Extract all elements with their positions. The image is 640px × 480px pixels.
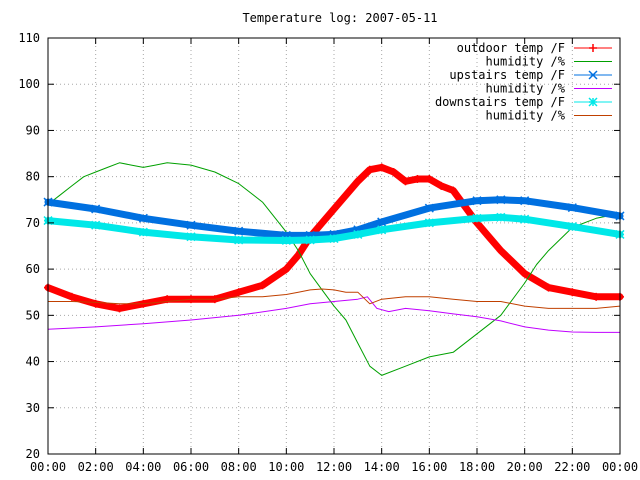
series-line-3 (47, 296, 621, 333)
series-4-point (472, 213, 482, 223)
series-0-point (318, 218, 327, 227)
legend-label: downstairs temp /F (435, 95, 565, 109)
x-tick-label: 12:00 (316, 460, 352, 474)
series-0-point (389, 168, 398, 177)
series-line-5 (47, 288, 621, 309)
series-4-point (567, 222, 577, 232)
chart-title: Temperature log: 2007-05-11 (242, 11, 437, 25)
series-0-point (592, 292, 601, 301)
y-tick-label: 50 (26, 308, 40, 322)
series-0-point (377, 163, 386, 172)
y-tick-label: 90 (26, 123, 40, 137)
series-4-point (91, 220, 101, 230)
series-0-point (568, 288, 577, 297)
legend-label: humidity /% (486, 82, 566, 96)
x-tick-label: 04:00 (125, 460, 161, 474)
series-0-point (425, 174, 434, 183)
series-4-point (329, 234, 339, 244)
x-tick-label: 00:00 (602, 460, 638, 474)
series-0-point (413, 174, 422, 183)
series-0-point (353, 177, 362, 186)
legend-label: humidity /% (486, 55, 566, 69)
series-4-point (496, 212, 506, 222)
x-tick-label: 20:00 (507, 460, 543, 474)
series-4-point (281, 235, 291, 245)
x-tick-label: 08:00 (221, 460, 257, 474)
legend-marker (588, 70, 598, 80)
series-2-point (567, 203, 577, 213)
series-lines (43, 162, 625, 376)
x-tick-label: 16:00 (411, 460, 447, 474)
x-tick-label: 14:00 (364, 460, 400, 474)
series-2-point (234, 226, 244, 236)
series-0-point (496, 246, 505, 255)
y-tick-label: 60 (26, 262, 40, 276)
series-4-point (424, 218, 434, 228)
series-0-point (91, 299, 100, 308)
legend-label: humidity /% (486, 109, 566, 123)
series-line-4 (44, 213, 624, 244)
legend-label: upstairs temp /F (449, 68, 565, 82)
series-4-point (186, 232, 196, 242)
series-0-point (449, 186, 458, 195)
x-tick-label: 06:00 (173, 460, 209, 474)
series-0-point (282, 265, 291, 274)
series-2-point (138, 213, 148, 223)
series-0-point (258, 281, 267, 290)
series-0-point (365, 165, 374, 174)
series-line-1 (47, 162, 621, 376)
plot-frame (47, 37, 621, 455)
y-tick-label: 30 (26, 401, 40, 415)
series-0-point (330, 205, 338, 214)
series-4-point (377, 225, 387, 235)
series-2-point (520, 196, 530, 206)
series-0-point (484, 232, 493, 241)
series-2-point (472, 196, 482, 206)
y-tick-label: 100 (18, 77, 40, 91)
series-2-point (424, 203, 434, 213)
series-2-point (377, 217, 387, 227)
series-4-point (305, 235, 315, 245)
y-tick-label: 40 (26, 355, 40, 369)
legend-marker (589, 44, 597, 52)
series-0-point (437, 181, 446, 190)
x-tick-label: 22:00 (554, 460, 590, 474)
series-4-point (353, 229, 363, 239)
x-tick-label: 18:00 (459, 460, 495, 474)
series-line-2 (44, 196, 624, 239)
y-tick-label: 20 (26, 447, 40, 461)
series-0-point (544, 283, 553, 292)
series-4-point (234, 235, 244, 245)
series-2-point (186, 220, 196, 230)
series-2-point (496, 195, 506, 205)
series-0-point (401, 177, 410, 186)
series-4-point (138, 227, 148, 237)
x-tick-label: 10:00 (268, 460, 304, 474)
series-0-point (234, 288, 243, 297)
series-0-point (67, 292, 76, 301)
series-0-point (520, 269, 529, 278)
y-tick-label: 70 (26, 216, 40, 230)
series-2-point (91, 204, 101, 214)
legend-label: outdoor temp /F (457, 41, 565, 55)
x-tick-label: 00:00 (30, 460, 66, 474)
y-tick-label: 110 (18, 31, 40, 45)
legend-marker (588, 97, 598, 107)
x-tick-label: 02:00 (78, 460, 114, 474)
series-4-point (520, 214, 530, 224)
series-0-point (115, 304, 124, 313)
y-tick-label: 80 (26, 170, 40, 184)
